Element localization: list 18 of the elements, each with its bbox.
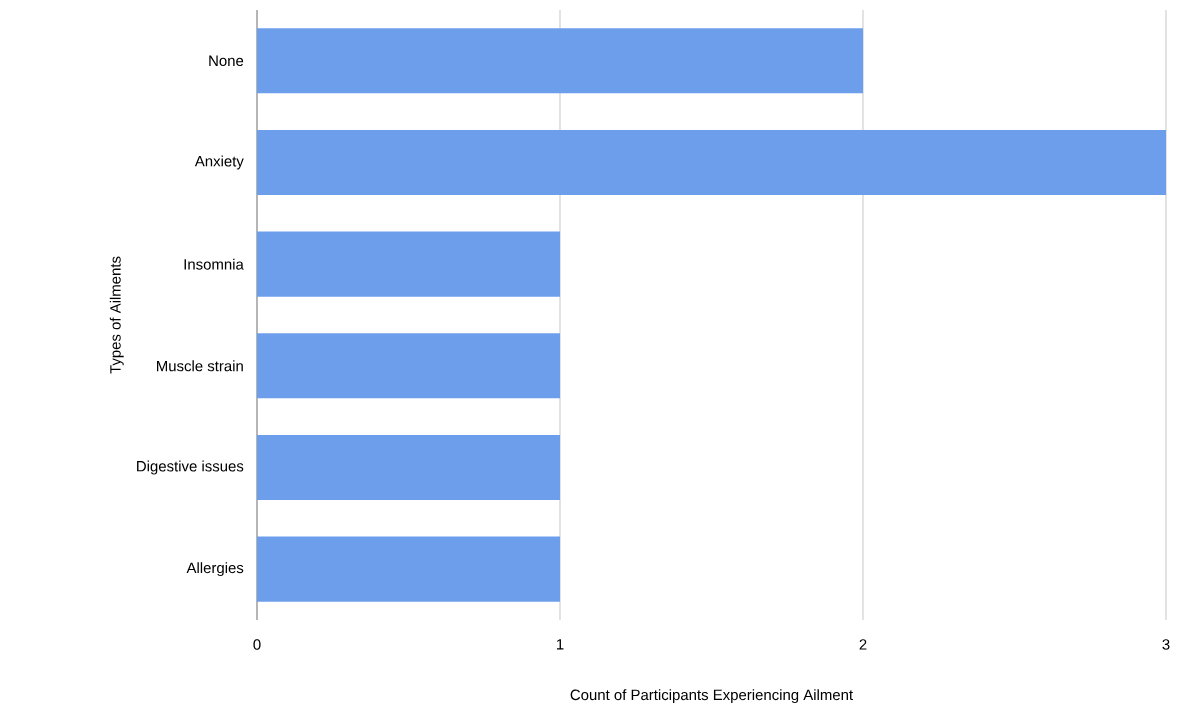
y-tick-label: Anxiety [194, 155, 244, 170]
x-tick-label: 3 [1162, 639, 1170, 650]
y-tick-label: Digestive issues [137, 460, 244, 475]
y-tick-label: None [209, 55, 244, 67]
bar [257, 231, 561, 297]
y-axis-title: Types of Ailments [109, 256, 124, 374]
x-axis-title: Count of Participants Experiencing Ailment [570, 689, 853, 704]
x-tick-label: 1 [556, 639, 564, 650]
x-tick-label: 2 [859, 639, 867, 650]
bar [257, 129, 1167, 196]
bar [257, 536, 561, 602]
bar [257, 333, 561, 399]
y-tick-label: Allergies [186, 562, 244, 577]
x-tick-label: 0 [253, 639, 261, 650]
y-tick-label: Insomnia [184, 258, 244, 270]
bar [257, 434, 561, 501]
y-tick-label: Muscle strain [157, 360, 243, 372]
bar [257, 28, 864, 94]
